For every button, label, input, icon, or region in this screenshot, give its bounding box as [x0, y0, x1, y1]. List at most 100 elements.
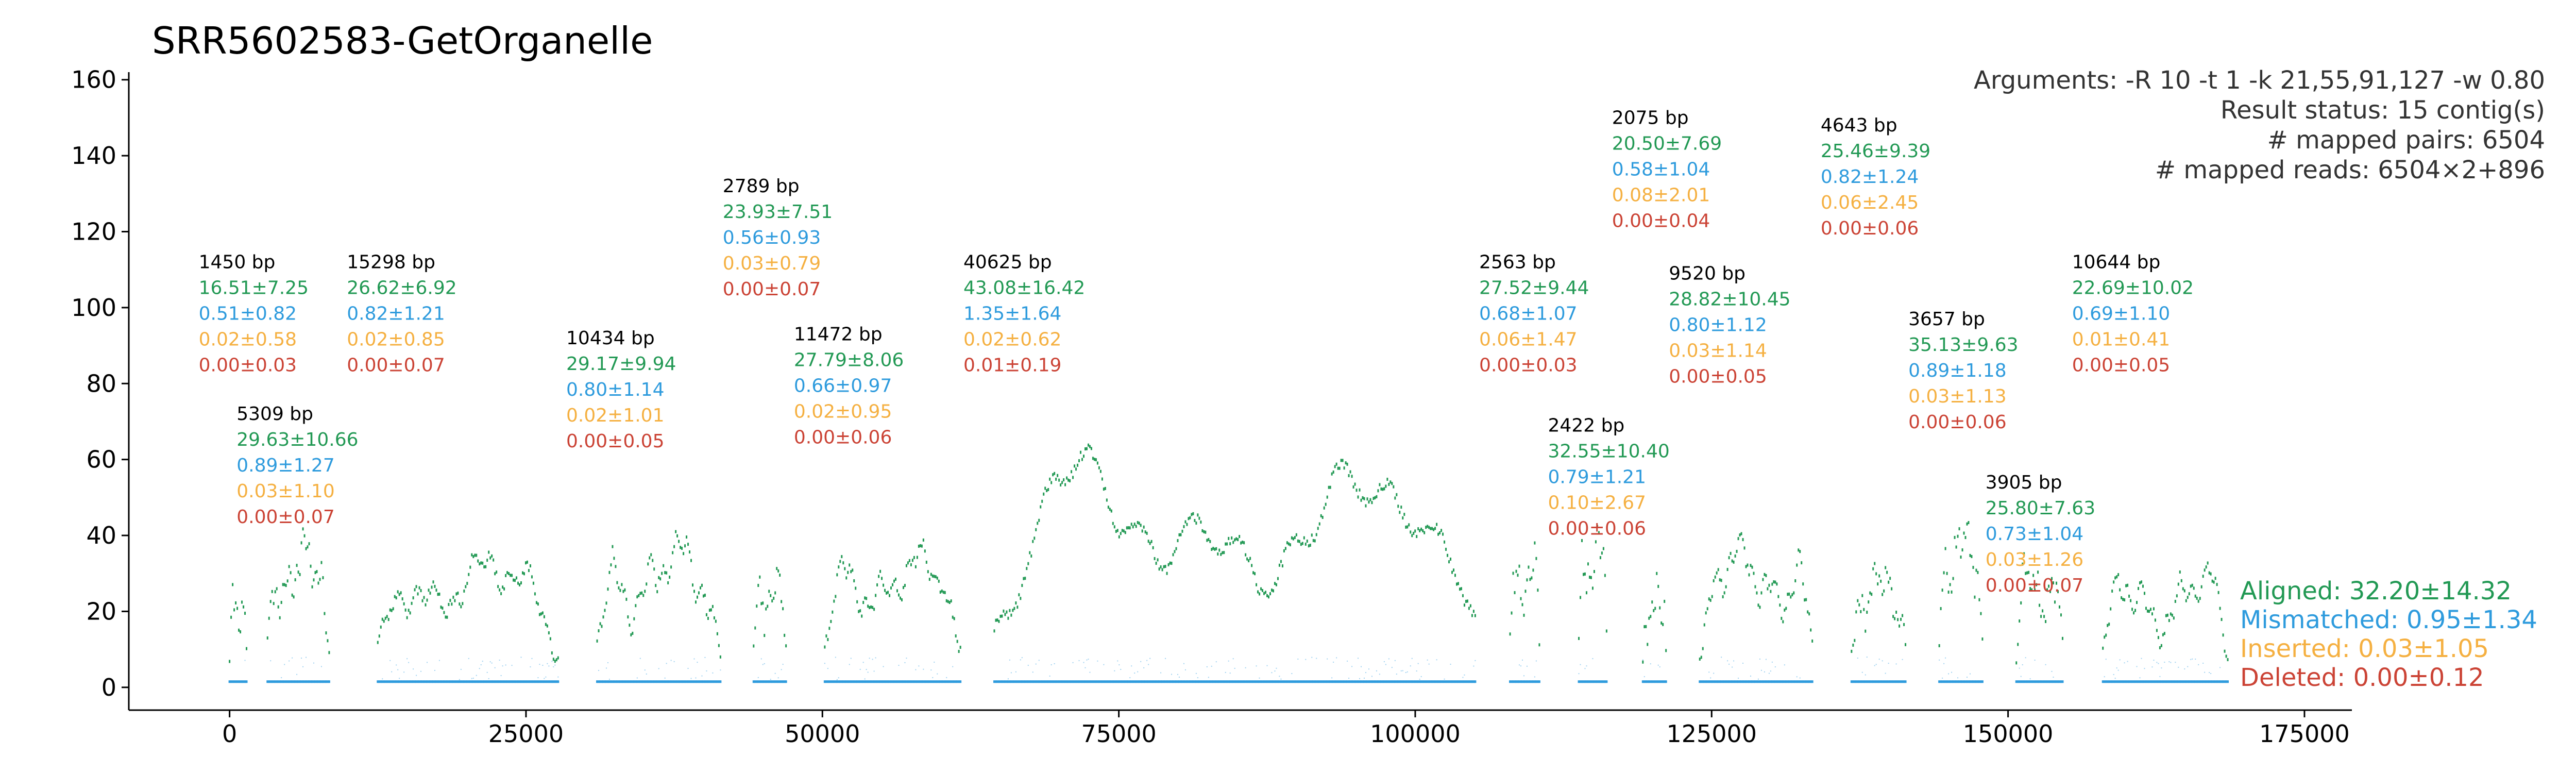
mismatched-point [1519, 680, 1522, 683]
aligned-point [953, 617, 955, 620]
mismatched-point [710, 680, 713, 683]
aligned-point [1605, 629, 1607, 633]
aligned-point [1664, 599, 1666, 603]
mismatched-point [1431, 680, 1433, 683]
aligned-point [1408, 523, 1410, 527]
aligned-point [892, 583, 894, 586]
mismatched-point [1126, 680, 1128, 683]
mismatched-point [1143, 680, 1145, 683]
aligned-point [1883, 589, 1885, 593]
mismatched-point [772, 680, 775, 683]
mismatched-point [1172, 680, 1175, 683]
mismatched-point [2026, 680, 2028, 683]
mismatched-scatter-point [937, 673, 938, 675]
aligned-point [1905, 643, 1907, 646]
mismatched-point [823, 680, 826, 683]
mismatched-point [891, 680, 894, 683]
mismatched-scatter-point [836, 679, 838, 680]
mismatched-point [1771, 680, 1773, 683]
mismatched-scatter-point [1083, 662, 1084, 663]
mismatched-point [1785, 680, 1787, 683]
mismatched-point [1515, 680, 1518, 683]
aligned-point [776, 567, 778, 570]
mismatched-point [1602, 680, 1605, 683]
aligned-point [2138, 586, 2140, 590]
mismatched-scatter-point [1274, 670, 1276, 672]
mismatched-point [1595, 680, 1597, 683]
mismatched-point [1643, 680, 1646, 683]
mismatched-point [2044, 680, 2047, 683]
aligned-point [1719, 578, 1721, 582]
mismatched-point [908, 680, 911, 683]
aligned-point [1414, 529, 1416, 533]
mismatched-point [514, 680, 516, 683]
aligned-point [2034, 589, 2036, 592]
contig-aligned-label: 22.69±10.02 [2072, 277, 2194, 298]
mismatched-point [512, 680, 515, 683]
aligned-point [1325, 502, 1327, 506]
mismatched-point [2143, 680, 2146, 683]
mismatched-point [1472, 680, 1475, 683]
aligned-point [642, 594, 645, 597]
mismatched-scatter-point [551, 661, 553, 662]
mismatched-point [647, 680, 649, 683]
mismatched-scatter-point [1857, 658, 1858, 659]
mismatched-point [755, 680, 758, 683]
legend-entry-4: Deleted: 0.00±0.12 [2240, 663, 2484, 692]
mismatched-point [2015, 680, 2018, 683]
aligned-point [1807, 610, 1809, 614]
aligned-point [1041, 499, 1043, 503]
aligned-point [2182, 587, 2184, 591]
aligned-point [1730, 551, 1732, 555]
aligned-point [2110, 607, 2112, 611]
mismatched-point [1745, 680, 1748, 683]
mismatched-scatter-point [1650, 663, 1651, 665]
aligned-point [1263, 592, 1265, 595]
mismatched-point [868, 680, 871, 683]
aligned-point [551, 651, 553, 655]
aligned-point [528, 569, 530, 573]
mismatched-scatter-point [1183, 663, 1184, 664]
aligned-point [1598, 531, 1600, 534]
mismatched-point [554, 680, 556, 683]
mismatched-point [439, 680, 442, 683]
aligned-point [1208, 537, 1210, 541]
aligned-point [230, 615, 232, 619]
aligned-point [313, 578, 315, 582]
mismatched-point [1737, 680, 1740, 683]
aligned-point [1006, 610, 1008, 614]
aligned-point [1531, 576, 1533, 580]
aligned-point [2170, 612, 2172, 616]
aligned-point [945, 599, 947, 602]
mismatched-point [2183, 680, 2186, 683]
contig-trace-15 [2102, 561, 2229, 683]
aligned-point [1167, 563, 1170, 566]
aligned-point [1512, 572, 1514, 575]
mismatched-point [1104, 680, 1107, 683]
aligned-point [2128, 594, 2130, 598]
contig-size-label: 40625 bp [963, 251, 1052, 273]
mismatched-scatter-point [1759, 658, 1760, 660]
aligned-point [1857, 599, 1859, 602]
mismatched-point [464, 680, 467, 683]
contig-size-label: 10644 bp [2072, 251, 2161, 273]
mismatched-scatter-point [2053, 677, 2054, 678]
mismatched-point [1260, 680, 1262, 683]
mismatched-point [826, 680, 829, 683]
mismatched-scatter-point [930, 669, 932, 671]
contig-trace-12 [1850, 562, 1907, 683]
aligned-point [1295, 533, 1297, 536]
aligned-point [516, 576, 518, 580]
aligned-point [897, 593, 900, 597]
aligned-point [1958, 527, 1960, 531]
y-tick-label: 120 [71, 218, 116, 246]
mismatched-point [307, 680, 309, 683]
mismatched-point [244, 680, 246, 683]
mismatched-point [2174, 680, 2177, 683]
aligned-point [959, 646, 961, 649]
mismatched-point [280, 680, 283, 683]
mismatched-point [1226, 680, 1228, 683]
mismatched-point [959, 680, 962, 683]
aligned-point [699, 586, 701, 590]
aligned-point [282, 583, 284, 586]
